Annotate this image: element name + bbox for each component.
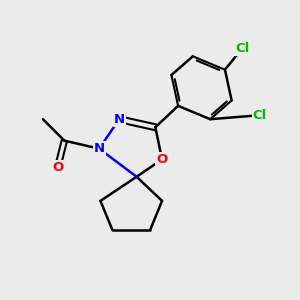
Text: O: O: [156, 153, 168, 166]
Text: N: N: [94, 142, 105, 155]
Text: Cl: Cl: [253, 109, 267, 122]
Text: O: O: [52, 161, 63, 174]
Text: Cl: Cl: [235, 42, 250, 55]
Text: N: N: [114, 113, 125, 126]
